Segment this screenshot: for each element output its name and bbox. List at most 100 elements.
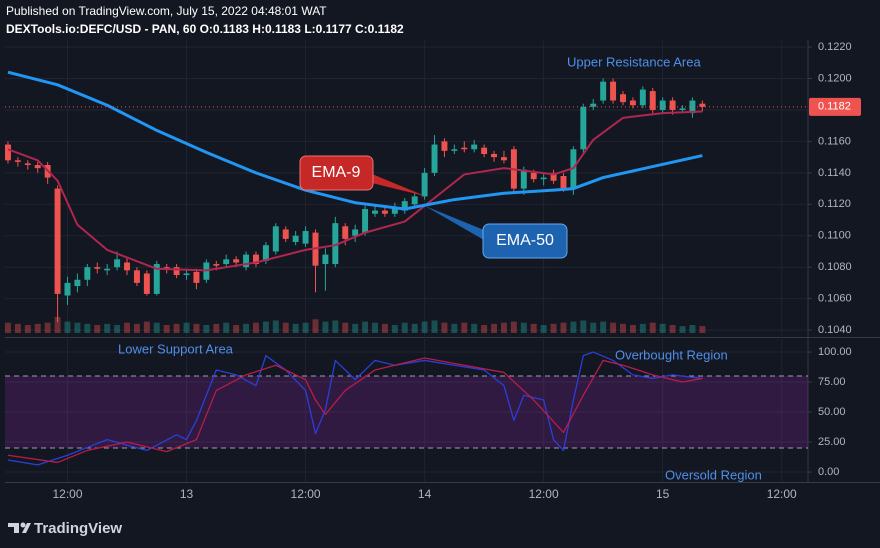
callout-label: EMA-50: [496, 232, 554, 249]
x-tick-label: 12:00: [291, 487, 321, 501]
candle-body: [550, 172, 557, 181]
plot-layer: 12:00 13 12:00 14 12:00 15 12:00 0.1220 0.1200 0.…: [5, 40, 861, 501]
volume-bar: [114, 325, 121, 333]
candle-body: [133, 270, 140, 283]
volume-bar: [5, 322, 11, 333]
volume-bar: [481, 325, 488, 333]
candle-body: [213, 264, 220, 266]
x-tick-label: 12:00: [529, 487, 559, 501]
price-label-box: [809, 97, 861, 116]
y-tick-label: 0.1040: [818, 324, 852, 336]
annotation: Overbought Region: [615, 347, 728, 362]
volume-bar: [24, 325, 31, 333]
candle-body: [372, 210, 378, 214]
candle-body: [580, 106, 587, 150]
ema-line: [7, 110, 703, 272]
volume-bar: [461, 322, 468, 333]
volume-bar: [620, 323, 626, 333]
volume-bar: [610, 322, 617, 333]
oscillator-line: [7, 357, 703, 464]
volume-bar: [639, 323, 646, 333]
candle-body: [689, 100, 696, 114]
volume-bar: [381, 323, 388, 333]
volume-bar: [292, 323, 299, 333]
candle-body: [143, 273, 150, 294]
candle-body: [600, 81, 607, 101]
published-line: Published on TradingView.com, July 15, 2…: [6, 4, 327, 18]
candle-body: [590, 103, 597, 107]
volume-bar: [163, 325, 170, 333]
y-tick-label: 0.1080: [818, 261, 852, 273]
y-tick-label: 0.1100: [818, 230, 851, 242]
candle-body: [520, 169, 527, 189]
oscillator-line: [7, 351, 703, 466]
candle-body: [302, 231, 309, 244]
candle-body: [183, 273, 190, 276]
volume-bar: [411, 323, 418, 333]
candle-body: [282, 229, 289, 239]
brand-logo: [8, 522, 31, 533]
candle-body: [124, 262, 130, 271]
volume-bar: [64, 321, 71, 333]
y-tick-label: 50.00: [818, 406, 846, 418]
volume-bar: [679, 326, 686, 333]
volume-bar: [223, 322, 230, 333]
volume-bar: [550, 323, 557, 333]
candle-body: [173, 267, 180, 276]
volume-bar: [143, 321, 150, 333]
candle-body: [163, 267, 170, 269]
volume-bar: [233, 325, 240, 333]
candle-body: [262, 245, 269, 261]
annotation: Oversold Region: [665, 467, 762, 482]
x-tick-label: 15: [656, 487, 670, 501]
callout-box: [482, 223, 568, 259]
volume-bar: [302, 322, 309, 333]
volume-bar: [560, 322, 567, 333]
volume-bar: [153, 322, 160, 333]
volume-bar: [629, 325, 636, 333]
candle-body: [431, 144, 438, 173]
candle-body: [411, 196, 418, 205]
candle-body: [193, 271, 200, 283]
volume-bar: [54, 317, 61, 333]
brand-name: TradingView: [34, 520, 122, 537]
volume-bar: [510, 321, 517, 333]
volume-bar: [600, 321, 607, 333]
volume-bar: [401, 322, 408, 333]
callout-box: [299, 155, 374, 191]
y-tick-label: 0.1060: [818, 293, 852, 305]
candle-body: [104, 268, 111, 271]
volume-bar: [133, 323, 140, 333]
volume-bar: [213, 323, 220, 333]
band-fill: [5, 376, 808, 449]
annotation: Lower Support Area: [118, 341, 234, 356]
price-label: 0.1182: [818, 101, 851, 113]
y-tick-label: 0.1220: [818, 41, 852, 53]
candle-body: [74, 279, 81, 287]
candle-body: [649, 91, 656, 110]
candle-body: [114, 259, 121, 268]
candle-body: [24, 163, 31, 165]
volume-bar: [243, 323, 250, 333]
volume-bar: [570, 321, 577, 333]
volume-bar: [193, 323, 200, 333]
volume-bar: [312, 319, 319, 333]
candle-body: [381, 210, 388, 214]
candle-body: [639, 89, 646, 106]
candle-body: [64, 282, 71, 296]
volume-bar: [689, 325, 696, 333]
volume-bar: [34, 323, 41, 333]
volume-bar: [500, 322, 507, 333]
candle-body: [401, 201, 408, 211]
volume-bar: [362, 321, 369, 333]
volume-bar: [74, 322, 81, 333]
candle-body: [84, 267, 91, 280]
candle-body: [223, 259, 230, 265]
callout-label: EMA-9: [312, 164, 361, 181]
candle-body: [540, 177, 547, 180]
volume-bar: [699, 326, 706, 333]
candle-body: [659, 100, 666, 110]
y-tick-label: 25.00: [818, 436, 846, 448]
candle-body: [332, 223, 339, 265]
volume-bar: [421, 321, 428, 333]
